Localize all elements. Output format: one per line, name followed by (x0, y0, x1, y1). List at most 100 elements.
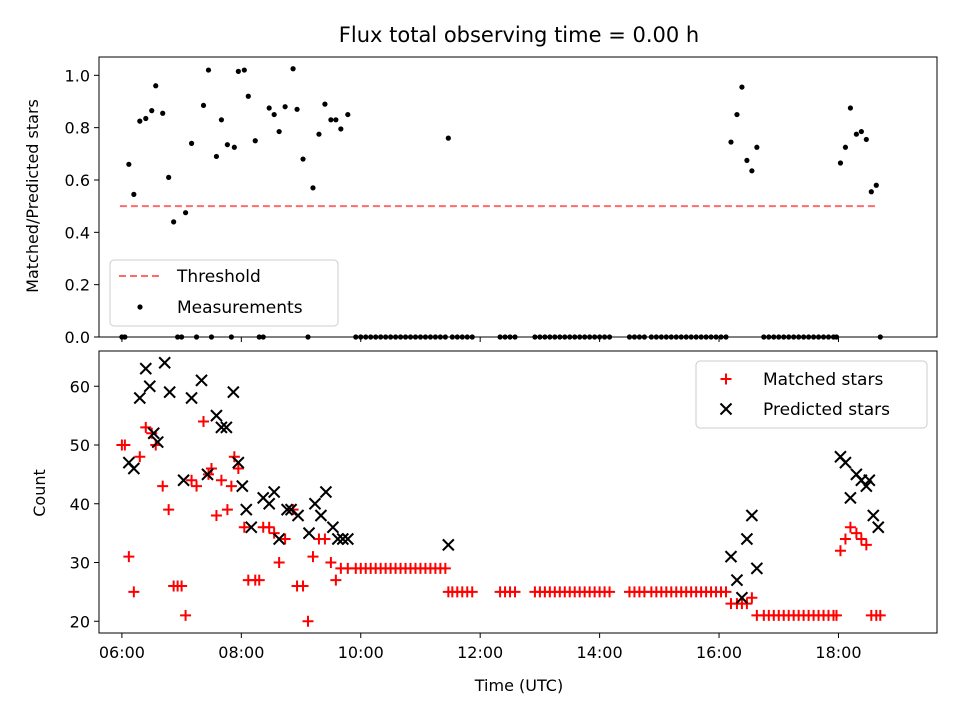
matched-star-point (746, 592, 758, 604)
ratio-y-tick-label: 0.2 (65, 276, 90, 295)
predicted-star-point (291, 509, 305, 522)
measurement-point (143, 115, 149, 122)
predicted-star-point-b (331, 532, 345, 546)
measurement-point (754, 144, 760, 150)
matched-star-point (855, 533, 867, 545)
predicted-star-point-b (240, 503, 253, 516)
measurement-point (171, 219, 177, 225)
measurement-point (739, 84, 745, 90)
predicted-star-point (267, 485, 281, 499)
predicted-star-point (227, 385, 240, 399)
measurement-point (853, 131, 859, 137)
predicted-star-point (201, 468, 214, 481)
x-tick-label: 16:00 (696, 643, 742, 662)
measurement-point (728, 139, 734, 145)
predicted-star-point-b (236, 479, 249, 493)
measurement-point (300, 156, 306, 162)
count-y-tick-label: 60 (70, 377, 90, 396)
matched-star-point (325, 557, 337, 568)
predicted-star-point-b (272, 532, 286, 546)
predicted-star-point (133, 391, 147, 405)
measurement-point (188, 140, 195, 146)
predicted-star-point (331, 532, 345, 546)
measurement-point (252, 138, 258, 144)
predicted-star-point-b (158, 356, 171, 369)
predicted-star-point-b (844, 491, 857, 505)
predicted-star-point-b (220, 421, 233, 434)
matched-star-point (302, 615, 314, 627)
matched-star-point (210, 510, 222, 521)
ratio-axes-frame (98, 56, 938, 338)
count-y-tick-label: 30 (70, 554, 90, 573)
measurement-point (235, 68, 241, 74)
matched-star-point (604, 586, 616, 598)
count-y-ticks: 20 30 40 50 60 (70, 377, 99, 631)
matched-star-point (134, 451, 146, 463)
predicted-star-point-b (257, 491, 270, 505)
ratio-legend-box (109, 259, 339, 327)
measurement-point (842, 144, 849, 150)
legend-measurements-swatch (137, 304, 143, 310)
x-tick-label: 12:00 (457, 643, 503, 662)
measurement-point (863, 136, 869, 143)
predicted-star-point-b (860, 479, 873, 493)
matched-star-point (221, 504, 233, 516)
predicted-star-point (240, 503, 253, 516)
measurement-point (744, 157, 750, 163)
matched-star-point (839, 533, 851, 545)
predicted-star-point-b (740, 532, 754, 546)
predicted-star-point (844, 491, 857, 505)
ratio-y-axis-label: Matched/Predicted stars (23, 99, 42, 293)
predicted-star-point-b (177, 474, 190, 487)
predicted-star-point (336, 532, 350, 546)
measurement-point (858, 128, 864, 135)
measurement-point (873, 182, 879, 188)
ratio-y-tick-label: 0.4 (65, 223, 90, 242)
predicted-star-point-b (267, 485, 281, 499)
ratio-y-tick-label: 0.0 (65, 328, 90, 347)
ratio-y-tick-label: 0.8 (65, 119, 90, 138)
matched-star-point (830, 609, 842, 621)
predicted-star-point (740, 532, 754, 546)
predicted-star-point (872, 521, 885, 534)
predicted-star-point-b (232, 456, 245, 469)
measurement-point (837, 160, 844, 166)
measurement-point (231, 144, 237, 150)
matched-star-point (119, 439, 131, 451)
predicted-star-point-b (227, 385, 240, 399)
predicted-star-point (245, 521, 258, 534)
ratio-x-ticks (121, 337, 839, 342)
predicted-star-point-b (867, 509, 880, 522)
predicted-star-point (319, 485, 333, 499)
predicted-star-point (151, 435, 164, 449)
count-legend-box (695, 360, 928, 429)
measurement-point (316, 131, 322, 137)
predicted-star-point (314, 509, 328, 522)
predicted-star-point-b (341, 532, 355, 546)
matched-star-point (307, 551, 319, 563)
predicted-star-point (232, 456, 245, 469)
matched-star-point (319, 533, 331, 545)
predicted-star-point-b (133, 391, 147, 405)
legend-matched-swatch (720, 373, 732, 385)
predicted-star-point-b (245, 521, 258, 534)
measurement-point (328, 117, 334, 123)
predicted-star-point (220, 421, 233, 434)
predicted-star-point-b (442, 538, 455, 552)
ratio-legend: Threshold Measurements (109, 259, 339, 327)
predicted-star-point-b (863, 474, 876, 487)
predicted-star-point (308, 497, 322, 510)
count-y-axis-label: Count (30, 469, 49, 517)
predicted-star-point-b (215, 421, 228, 434)
x-axis-label: Time (UTC) (474, 676, 563, 695)
measurement-point (245, 93, 251, 99)
x-tick-label: 08:00 (218, 643, 264, 662)
measurement-point (153, 83, 159, 89)
count-y-tick-label: 50 (70, 436, 90, 455)
predicted-star-point-b (750, 562, 764, 575)
predicted-star-point (735, 591, 749, 604)
predicted-star-point (262, 497, 276, 510)
predicted-star-point (750, 562, 764, 575)
matched-star-point (198, 416, 210, 427)
